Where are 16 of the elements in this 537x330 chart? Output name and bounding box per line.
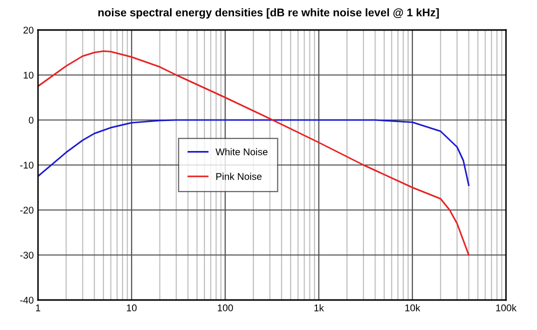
x-tick-label: 100k <box>496 304 517 312</box>
y-tick-label: -40 <box>20 296 34 304</box>
x-tick-label: 10k <box>405 304 420 312</box>
x-tick-label: 100 <box>218 304 233 312</box>
x-tick-label: 1k <box>314 304 324 312</box>
y-tick-label: 20 <box>24 26 34 34</box>
y-tick-label: -20 <box>20 206 34 214</box>
y-tick-label: 0 <box>28 116 34 124</box>
chart-title: noise spectral energy densities [dB re white noise level @ 1 kHz] <box>98 8 439 19</box>
x-tick-label: 10 <box>126 304 137 312</box>
y-tick-label: -10 <box>20 162 34 169</box>
y-tick-label: -30 <box>20 252 34 259</box>
legend-label: White Noise <box>216 148 268 156</box>
x-tick-label: 1 <box>36 304 40 312</box>
y-tick-label: 10 <box>24 72 34 79</box>
legend-label: Pink Noise <box>216 172 262 180</box>
